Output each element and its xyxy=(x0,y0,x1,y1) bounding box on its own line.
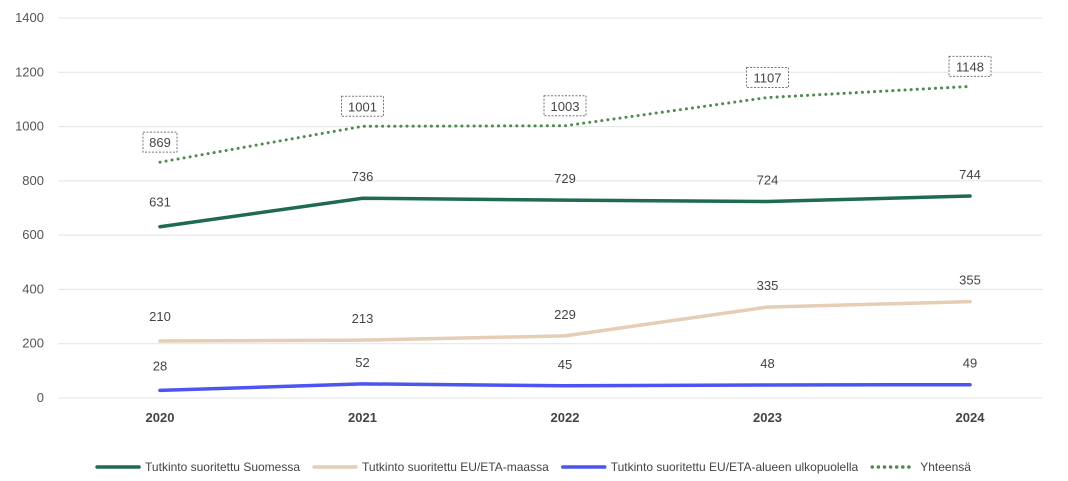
data-label: 729 xyxy=(554,171,576,186)
data-label-frame xyxy=(948,55,992,77)
data-label: 724 xyxy=(757,172,779,187)
legend: Tutkinto suoritettu Suomessa Tutkinto suo… xyxy=(95,460,971,474)
series-line-tutkinto-suoritettu-suomessa xyxy=(158,194,972,229)
legend-item-tutkinto-suoritettu-suomessa: Tutkinto suoritettu Suomessa xyxy=(95,460,300,474)
data-label: 45 xyxy=(558,357,572,372)
y-tick-label: 1200 xyxy=(15,64,44,79)
series-line-tutkinto-suoritettu-eu-eta-alueen-ulkopuolella xyxy=(158,382,972,393)
data-label: 631 xyxy=(149,195,171,210)
data-label: 736 xyxy=(352,169,374,184)
x-tick-label: 2021 xyxy=(348,410,377,425)
y-tick-label: 800 xyxy=(22,173,44,188)
data-label-box: 1001 xyxy=(341,95,384,117)
x-tick-label: 2020 xyxy=(146,410,175,425)
data-label: 1107 xyxy=(754,71,782,86)
data-label-frame xyxy=(746,67,789,89)
x-tick-label: 2024 xyxy=(956,410,986,425)
y-tick-label: 0 xyxy=(37,390,44,405)
data-label: 744 xyxy=(959,167,981,182)
data-label-box: 1003 xyxy=(543,95,587,117)
data-labels: 631 736 729 724 744 210 213 229 335 355 28 52 45 48 49… xyxy=(142,55,992,373)
data-label: 335 xyxy=(757,278,779,293)
x-axis: 2020 2021 2022 2023 2024 xyxy=(146,410,986,425)
gridlines xyxy=(58,17,1042,399)
legend-item-tutkinto-suoritettu-eu-eta-alueen-ulkopuolella: Tutkinto suoritettu EU/ETA-alueen ulkopu… xyxy=(561,460,859,474)
series-line-yhteens xyxy=(158,84,972,164)
series-lines xyxy=(158,84,972,393)
data-label: 1001 xyxy=(348,99,377,114)
data-label-box: 1107 xyxy=(746,67,789,89)
data-label: 48 xyxy=(760,356,774,371)
series-line-tutkinto-suoritettu-eu-eta-maassa xyxy=(158,299,972,343)
data-label: 210 xyxy=(149,309,171,324)
y-tick-label: 1000 xyxy=(15,119,44,134)
data-label-box: 1148 xyxy=(948,55,992,77)
data-label: 229 xyxy=(554,307,576,322)
y-tick-label: 200 xyxy=(22,336,44,351)
x-tick-label: 2022 xyxy=(551,410,580,425)
x-tick-label: 2023 xyxy=(753,410,782,425)
data-label-frame xyxy=(341,95,384,117)
legend-label: Yhteensä xyxy=(920,460,971,474)
legend-label: Tutkinto suoritettu EU/ETA-alueen ulkopu… xyxy=(611,460,859,474)
legend-item-tutkinto-suoritettu-eu-eta-maassa: Tutkinto suoritettu EU/ETA-maassa xyxy=(312,460,549,474)
data-label: 213 xyxy=(352,311,374,326)
data-label: 28 xyxy=(153,358,167,373)
data-label: 869 xyxy=(149,135,171,150)
legend-item-yhteens: Yhteensä xyxy=(870,460,971,474)
legend-label: Tutkinto suoritettu Suomessa xyxy=(145,460,300,474)
legend-label: Tutkinto suoritettu EU/ETA-maassa xyxy=(362,460,549,474)
data-label: 355 xyxy=(959,273,981,288)
data-label: 1003 xyxy=(551,99,580,114)
y-tick-label: 600 xyxy=(22,227,44,242)
y-tick-label: 1400 xyxy=(15,10,44,25)
data-label-frame xyxy=(142,131,178,153)
y-axis: 0 200 400 600 800 1000 1200 1400 xyxy=(15,10,44,405)
data-label: 49 xyxy=(963,356,977,371)
data-label: 1148 xyxy=(956,59,984,74)
data-label-frame xyxy=(543,95,587,117)
data-label-box: 869 xyxy=(142,131,178,153)
data-label: 52 xyxy=(355,355,369,370)
y-tick-label: 400 xyxy=(22,281,44,296)
